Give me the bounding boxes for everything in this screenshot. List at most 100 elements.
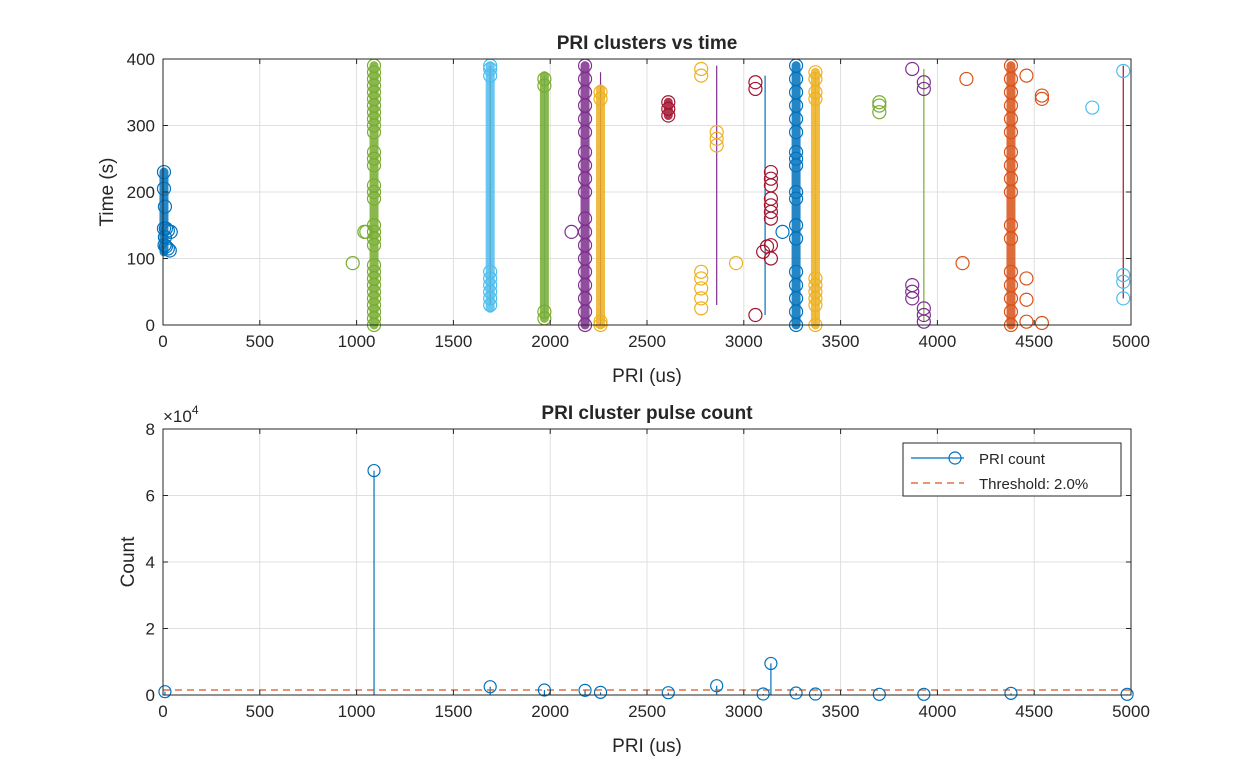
- top-chart-title: PRI clusters vs time: [557, 33, 738, 54]
- cluster-point: [564, 224, 579, 239]
- cluster-point: [694, 291, 709, 306]
- cluster-point: [537, 304, 552, 319]
- bottom-x-tick-label: 5000: [1112, 702, 1150, 721]
- top-x-tick-label: 1000: [338, 332, 376, 351]
- cluster-point: [366, 178, 382, 193]
- count-point: [1004, 686, 1018, 700]
- cluster-point: [1003, 145, 1019, 160]
- cluster-point: [157, 199, 173, 214]
- bottom-x-tick-label: 2000: [531, 702, 569, 721]
- cluster-point: [748, 307, 763, 323]
- bottom-x-tick-label: 4000: [918, 702, 956, 721]
- cluster-point: [808, 65, 823, 80]
- count-point: [1120, 687, 1134, 701]
- count-axes: PRI (us) Count ×104 0 500 1000 1500 2000 2500…: [118, 403, 1150, 757]
- cluster-point: [158, 239, 174, 254]
- top-x-tick-label: 2000: [531, 332, 569, 351]
- cluster-point: [537, 78, 552, 93]
- cluster-point: [959, 71, 974, 87]
- count-point: [710, 679, 724, 693]
- cluster-point: [593, 85, 608, 100]
- bottom-chart-title: PRI cluster pulse count: [541, 403, 753, 424]
- bottom-y-tick-label: 4: [146, 553, 155, 572]
- cluster-point: [916, 81, 931, 97]
- cluster-point: [788, 184, 804, 200]
- top-y-tick-label: 300: [127, 117, 155, 136]
- cluster-point: [157, 238, 172, 253]
- legend-pri-count-label: PRI count: [979, 451, 1046, 468]
- cluster-point: [1019, 271, 1034, 286]
- legend-threshold-label: Threshold: 2.0%: [979, 476, 1088, 493]
- cluster-point: [788, 145, 804, 160]
- bottom-y-tick-label: 8: [146, 420, 155, 439]
- legend-box: [902, 442, 1122, 497]
- top-x-tick-label: 3500: [822, 332, 860, 351]
- cluster-point: [160, 241, 175, 256]
- cluster-point: [1003, 218, 1019, 233]
- bottom-x-axis-label: PRI (us): [612, 736, 682, 757]
- cluster-point: [577, 211, 593, 226]
- cluster-point: [694, 301, 709, 316]
- count-point: [593, 685, 608, 699]
- cluster-point: [158, 221, 174, 236]
- cluster-point: [808, 71, 823, 87]
- cluster-point: [728, 256, 744, 271]
- top-y-tick-label: 100: [127, 250, 155, 269]
- cluster-point: [366, 184, 382, 200]
- cluster-point: [872, 105, 887, 120]
- cluster-point: [694, 271, 709, 286]
- top-x-axis-label: PRI (us): [612, 366, 682, 387]
- cluster-point: [788, 218, 804, 233]
- cluster-point: [694, 68, 709, 83]
- cluster-point: [748, 75, 763, 90]
- cluster-point: [763, 171, 779, 186]
- bottom-y-tick-label: 2: [146, 620, 155, 639]
- top-y-tick-label: 400: [127, 50, 155, 69]
- cluster-point: [577, 145, 593, 160]
- top-y-tick-label: 200: [127, 183, 155, 202]
- cluster-point: [916, 307, 931, 323]
- bottom-x-tick-label: 1500: [434, 702, 472, 721]
- cluster-point: [1019, 68, 1034, 83]
- bottom-x-tick-label: 500: [246, 702, 274, 721]
- cluster-point: [1116, 274, 1131, 289]
- cluster-point: [345, 256, 360, 271]
- cluster-point: [694, 61, 709, 77]
- cluster-point: [483, 61, 498, 77]
- cluster-point: [694, 281, 709, 296]
- cluster-point: [366, 258, 382, 273]
- cluster-point: [1019, 314, 1034, 329]
- cluster-point: [788, 151, 804, 166]
- count-point: [917, 687, 931, 701]
- cluster-point: [808, 271, 823, 286]
- cluster-point: [788, 264, 804, 279]
- cluster-point: [1116, 63, 1131, 79]
- cluster-series: [564, 58, 931, 333]
- bottom-y-tick-label: 0: [146, 686, 155, 705]
- cluster-point: [1085, 100, 1100, 115]
- cluster-point: [366, 264, 382, 279]
- top-y-tick-label: 0: [146, 316, 155, 335]
- cluster-point: [1019, 292, 1034, 307]
- cluster-point: [788, 191, 804, 206]
- cluster-point: [1003, 264, 1019, 279]
- cluster-point: [763, 238, 779, 253]
- cluster-point: [694, 264, 709, 279]
- cluster-point: [808, 91, 823, 107]
- top-x-tick-label: 500: [246, 332, 274, 351]
- y-scale-multiplier: ×104: [163, 403, 199, 426]
- cluster-point: [1116, 291, 1131, 306]
- cluster-point: [357, 224, 372, 239]
- bottom-x-tick-label: 0: [158, 702, 167, 721]
- cluster-point: [366, 145, 382, 160]
- cluster-point: [763, 164, 779, 180]
- cluster-point: [916, 75, 931, 90]
- legend-pri-count-marker: [948, 451, 962, 465]
- count-point: [756, 687, 770, 701]
- cluster-point: [593, 314, 608, 329]
- count-point: [661, 686, 675, 700]
- legend: PRI count Threshold: 2.0%: [902, 442, 1122, 497]
- cluster-point: [483, 68, 498, 83]
- cluster-series: [661, 75, 779, 323]
